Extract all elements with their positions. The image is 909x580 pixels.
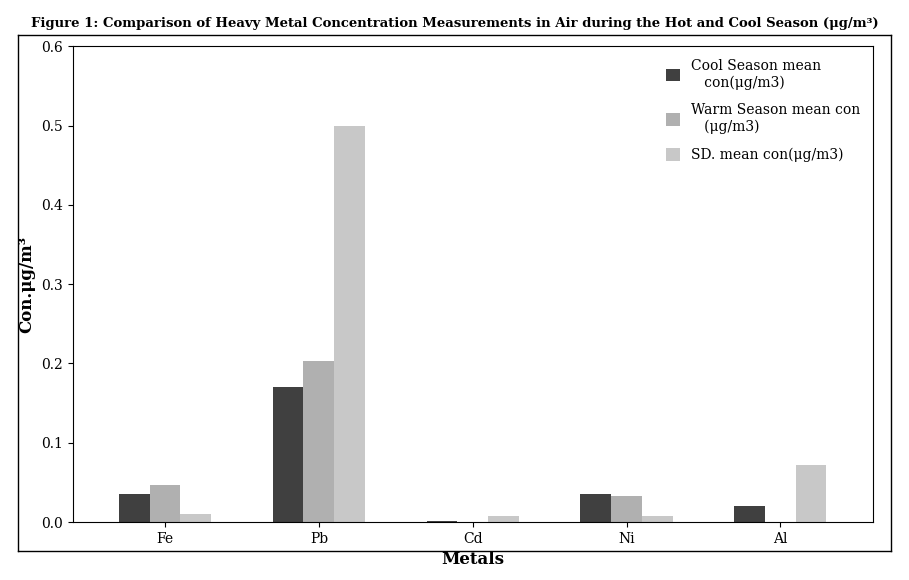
Text: Figure 1: Comparison of Heavy Metal Concentration Measurements in Air during the: Figure 1: Comparison of Heavy Metal Conc… <box>31 17 878 30</box>
Bar <box>150 485 180 522</box>
Bar <box>488 516 519 522</box>
Bar <box>426 521 457 522</box>
Bar <box>580 494 611 522</box>
Bar <box>335 126 365 522</box>
Bar <box>273 387 304 522</box>
Y-axis label: Con.μg/m³: Con.μg/m³ <box>18 235 35 333</box>
Bar <box>642 516 673 522</box>
X-axis label: Metals: Metals <box>441 551 504 568</box>
Bar <box>304 361 335 522</box>
Bar <box>734 506 765 522</box>
Bar <box>611 496 642 522</box>
Bar <box>180 514 211 522</box>
Bar <box>795 465 826 522</box>
Legend: Cool Season mean
   con(μg/m3), Warm Season mean con
   (μg/m3), SD. mean con(μg: Cool Season mean con(μg/m3), Warm Season… <box>660 53 865 168</box>
Bar <box>119 494 150 522</box>
